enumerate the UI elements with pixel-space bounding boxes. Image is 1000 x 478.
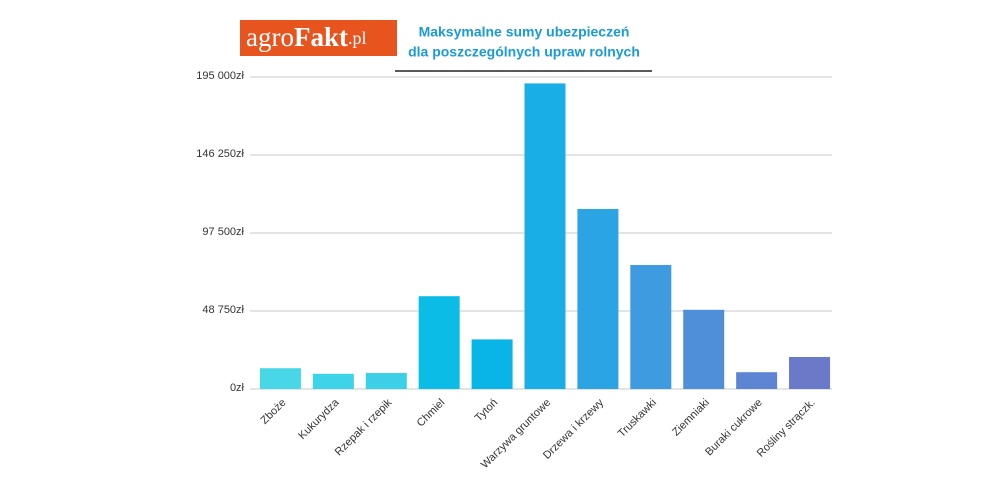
- bar: [789, 357, 831, 389]
- logo-part: .pl: [348, 28, 367, 48]
- logo-box: [240, 20, 397, 56]
- bar: [365, 373, 407, 389]
- bar: [630, 265, 672, 389]
- x-tick-label: Chmiel: [415, 397, 448, 430]
- bar: [736, 372, 778, 389]
- logo-part: agro: [246, 22, 294, 52]
- x-tick-label: Truskawki: [616, 397, 659, 440]
- chart-title: dla poszczególnych upraw rolnych: [408, 44, 640, 60]
- y-tick-label: 48 750zł: [202, 304, 244, 316]
- bar: [577, 209, 619, 389]
- bar: [524, 83, 566, 390]
- x-tick-label: Rzepak i rzepik: [333, 396, 395, 458]
- x-tick-label: Ziemniaki: [670, 397, 712, 439]
- y-tick-label: 97 500zł: [202, 226, 244, 238]
- bar: [312, 373, 354, 389]
- logo: agroFakt.pl: [246, 22, 367, 52]
- y-tick-label: 146 250zł: [196, 148, 244, 160]
- bar: [259, 368, 301, 389]
- bar: [418, 296, 460, 389]
- x-tick-label: Kukurydza: [296, 396, 342, 442]
- logo-part: Fakt: [294, 22, 348, 52]
- y-tick-label: 195 000zł: [196, 70, 244, 82]
- y-tick-label: 0zł: [230, 382, 245, 394]
- x-tick-label: Rośliny strączk.: [755, 397, 818, 460]
- x-tick-label: Zboże: [259, 397, 289, 427]
- chart-title: Maksymalne sumy ubezpieczeń: [419, 24, 630, 40]
- x-tick-label: Tytoń: [473, 397, 501, 425]
- bar: [471, 339, 513, 389]
- bar: [683, 309, 725, 389]
